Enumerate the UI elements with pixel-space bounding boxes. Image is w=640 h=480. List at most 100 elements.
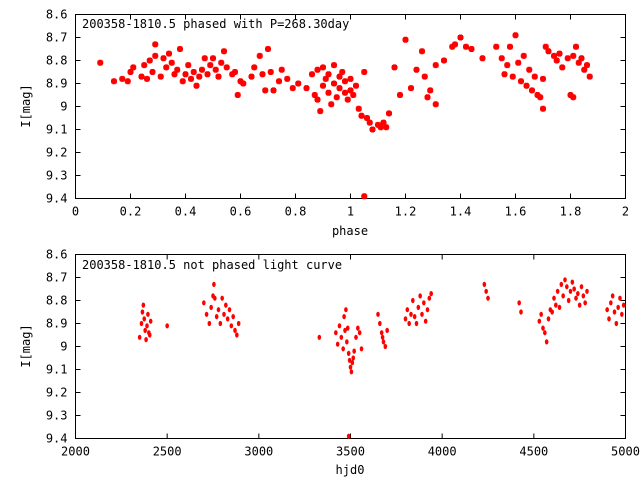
data-point xyxy=(493,43,500,50)
data-point xyxy=(345,339,349,345)
data-point xyxy=(585,288,589,294)
data-point xyxy=(224,302,228,308)
x-tick-label: 5000 xyxy=(611,445,640,459)
data-point xyxy=(325,71,332,78)
data-point xyxy=(517,300,521,306)
phased-x-axis-label: phase xyxy=(332,224,368,238)
data-point xyxy=(270,87,277,94)
data-point xyxy=(320,82,326,89)
data-point xyxy=(541,325,545,331)
data-point xyxy=(542,43,549,50)
data-point xyxy=(220,295,224,301)
data-point xyxy=(610,293,615,299)
data-point xyxy=(119,75,126,82)
y-tick-label: 9.2 xyxy=(46,146,68,160)
data-point xyxy=(207,62,214,69)
data-point xyxy=(575,59,582,66)
data-point xyxy=(414,320,419,327)
data-point xyxy=(199,66,205,73)
data-point xyxy=(561,293,565,299)
data-point xyxy=(216,307,221,313)
y-tick-label: 9.2 xyxy=(46,386,68,400)
data-point xyxy=(576,291,580,297)
data-point xyxy=(579,284,584,290)
data-point xyxy=(518,78,524,85)
data-point xyxy=(385,327,389,333)
x-tick-label: 4000 xyxy=(428,445,457,459)
data-point xyxy=(423,318,428,324)
data-point xyxy=(152,41,159,48)
data-point xyxy=(614,320,619,327)
data-point xyxy=(314,66,321,73)
data-point xyxy=(348,364,353,370)
data-point xyxy=(209,304,213,310)
data-point xyxy=(160,55,167,62)
data-point xyxy=(407,320,411,327)
data-point xyxy=(130,64,137,71)
data-point xyxy=(339,334,344,340)
data-point xyxy=(265,46,271,52)
data-point xyxy=(212,281,216,287)
data-point xyxy=(366,119,373,126)
data-point xyxy=(523,82,530,89)
data-point xyxy=(584,62,590,69)
data-point xyxy=(369,126,376,133)
phased-chart-title: 200358-1810.5 phased with P=268.30day xyxy=(82,17,349,31)
data-point xyxy=(501,71,508,78)
data-point xyxy=(138,73,145,80)
data-point xyxy=(137,334,142,340)
data-point xyxy=(320,64,326,71)
data-point xyxy=(97,59,104,66)
unphased-data-points xyxy=(137,277,626,439)
data-point xyxy=(383,343,388,350)
data-point xyxy=(422,300,426,306)
data-point xyxy=(325,89,332,96)
y-tick-label: 8.8 xyxy=(46,54,68,68)
data-point xyxy=(141,62,148,69)
data-point xyxy=(543,330,547,336)
data-point xyxy=(563,277,567,283)
data-point xyxy=(314,96,321,103)
phased-chart: 0 0.2 0.4 0.6 0.8 1 1.2 1.4 1.6 1.8 2 8.6 8.7 8.8 8.9 9… xyxy=(19,8,629,239)
data-point xyxy=(556,50,563,57)
data-point xyxy=(402,36,409,43)
data-point xyxy=(379,330,384,336)
data-point xyxy=(621,302,626,308)
data-point xyxy=(231,314,235,320)
data-point xyxy=(152,52,159,59)
data-point xyxy=(520,52,527,59)
data-point xyxy=(331,62,337,69)
data-point xyxy=(182,71,189,78)
y-tick-label: 8.8 xyxy=(46,294,68,308)
data-point xyxy=(357,330,362,336)
phased-data-points xyxy=(97,32,593,200)
data-point xyxy=(215,73,222,80)
x-tick-label: 1.2 xyxy=(395,205,417,219)
data-point xyxy=(577,302,582,308)
data-point xyxy=(540,105,546,112)
data-point xyxy=(251,64,258,71)
data-point xyxy=(334,330,338,336)
x-tick-label: 3500 xyxy=(336,445,365,459)
data-point xyxy=(212,66,219,73)
data-point xyxy=(554,302,558,308)
data-point xyxy=(235,332,239,338)
data-point xyxy=(193,82,200,89)
data-point xyxy=(419,48,425,55)
data-point xyxy=(586,73,593,80)
data-point xyxy=(278,66,285,73)
data-point xyxy=(347,87,354,94)
y-tick-label: 9 xyxy=(60,340,67,354)
unphased-axis-ticks: 2000 2500 3000 3500 4000 4500 5000 8.6 8.7 8.8 8.9… xyxy=(46,248,640,459)
data-point xyxy=(333,94,340,101)
data-point xyxy=(555,288,560,294)
x-tick-label: 1 xyxy=(347,205,354,219)
x-tick-label: 0.4 xyxy=(175,205,197,219)
data-point xyxy=(143,327,147,333)
data-point xyxy=(564,55,571,62)
data-point xyxy=(515,59,522,66)
data-point xyxy=(289,85,296,92)
x-tick-label: 1.4 xyxy=(450,205,472,219)
data-point xyxy=(545,48,552,55)
